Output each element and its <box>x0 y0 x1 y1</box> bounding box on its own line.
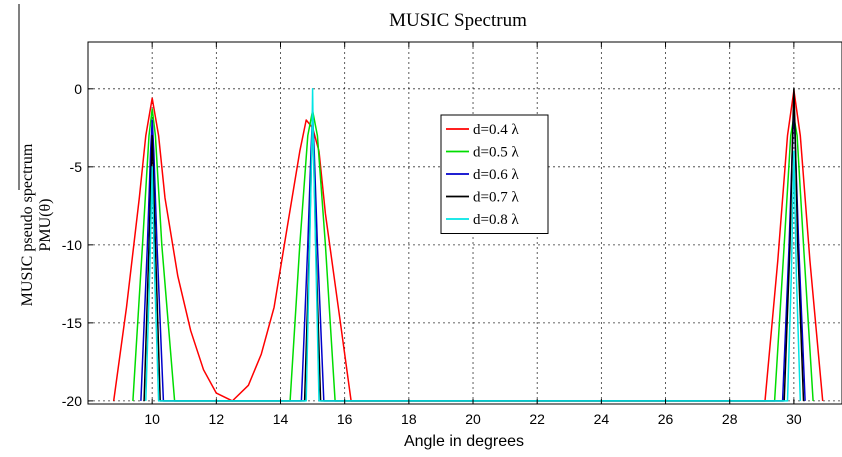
x-axis-label: Angle in degrees <box>404 433 524 450</box>
x-tick-label: 28 <box>722 411 738 427</box>
y-tick-label: 0 <box>74 81 82 97</box>
y-tick-label: -5 <box>70 159 83 175</box>
x-tick-label: 20 <box>465 411 481 427</box>
x-tick-label: 18 <box>401 411 417 427</box>
x-tick-label: 14 <box>273 411 289 427</box>
x-tick-label: 10 <box>144 411 160 427</box>
y-tick-label: -10 <box>62 237 82 253</box>
x-tick-labels: 10 12 14 16 18 20 22 24 26 28 30 <box>144 42 802 427</box>
legend-entry-label: d=0.7 λ <box>473 190 519 206</box>
x-tick-label: 24 <box>594 411 610 427</box>
x-tick-label: 16 <box>337 411 353 427</box>
y-tick-label: -15 <box>62 315 82 331</box>
series-line-1 <box>112 89 824 402</box>
legend-entry-label: d=0.5 λ <box>473 145 519 161</box>
legend-entry-label: d=0.6 λ <box>473 167 519 183</box>
y-tick-label: -20 <box>62 393 82 409</box>
x-tick-label: 12 <box>209 411 225 427</box>
y-axis-label-line-2: PMU(θ) <box>37 199 54 252</box>
legend-entry-label: d=0.4 λ <box>473 122 519 138</box>
y-tick-labels: 0 -5 -10 -15 -20 <box>62 81 93 409</box>
plot-area-frame <box>87 41 842 405</box>
x-tick-label: 30 <box>786 411 802 427</box>
x-tick-label: 26 <box>658 411 674 427</box>
series-line-5 <box>145 88 802 402</box>
y-axis-label-line-1: MUSIC pseudo spectrum <box>19 143 36 306</box>
legend-entry-label: d=0.8 λ <box>473 212 519 228</box>
series-lines <box>112 88 824 402</box>
chart-title: MUSIC Spectrum <box>389 10 527 31</box>
y-axis-label: MUSIC pseudo spectrum PMU(θ) <box>19 143 54 306</box>
x-tick-label: 22 <box>529 411 545 427</box>
legend: d=0.4 λ d=0.5 λ d=0.6 λ d=0.7 λ d=0.8 λ <box>440 114 549 234</box>
